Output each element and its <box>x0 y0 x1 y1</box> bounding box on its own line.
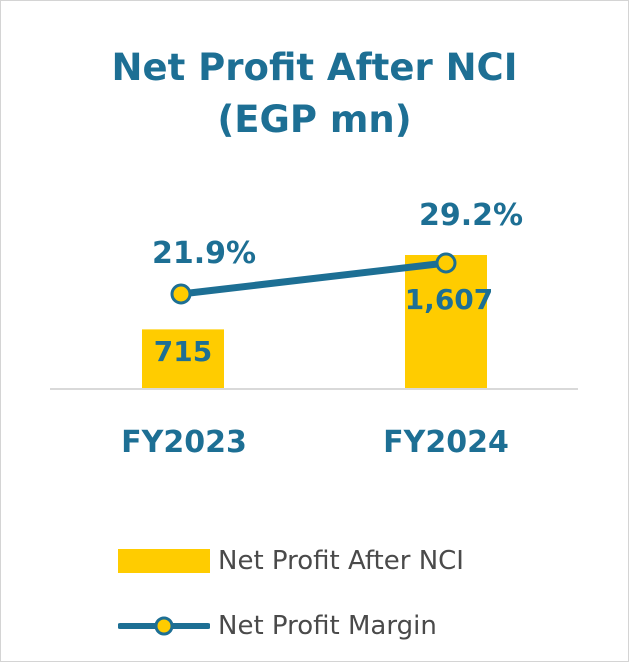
margin-label-fy2023: 21.9% <box>152 236 256 271</box>
x-tick-label-fy2023: FY2023 <box>121 425 247 460</box>
legend-item-bar: Net Profit After NCI <box>118 541 464 581</box>
chart-title-line-1: Net Profit After NCI <box>111 46 518 89</box>
margin-line <box>177 259 450 298</box>
margin-marker-fy2024 <box>435 252 457 274</box>
bar-label-fy2023: 715 <box>154 335 212 368</box>
legend-line-label: Net Profit Margin <box>218 611 437 641</box>
legend-item-line: Net Profit Margin <box>118 606 437 646</box>
legend-line-swatch <box>118 616 210 636</box>
x-tick-label-fy2024: FY2024 <box>383 425 509 460</box>
margin-marker-fy2023 <box>170 283 192 305</box>
bar-fy2024 <box>405 255 487 389</box>
margin-label-fy2024: 29.2% <box>419 198 523 233</box>
bar-label-fy2024: 1,607 <box>405 283 494 316</box>
chart-title-line-2: (EGP mn) <box>217 98 412 141</box>
bar-fy2023 <box>142 329 224 389</box>
legend-bar-swatch <box>118 549 210 573</box>
chart-title: Net Profit After NCI (EGP mn) <box>0 42 629 146</box>
legend-bar-label: Net Profit After NCI <box>218 546 464 576</box>
